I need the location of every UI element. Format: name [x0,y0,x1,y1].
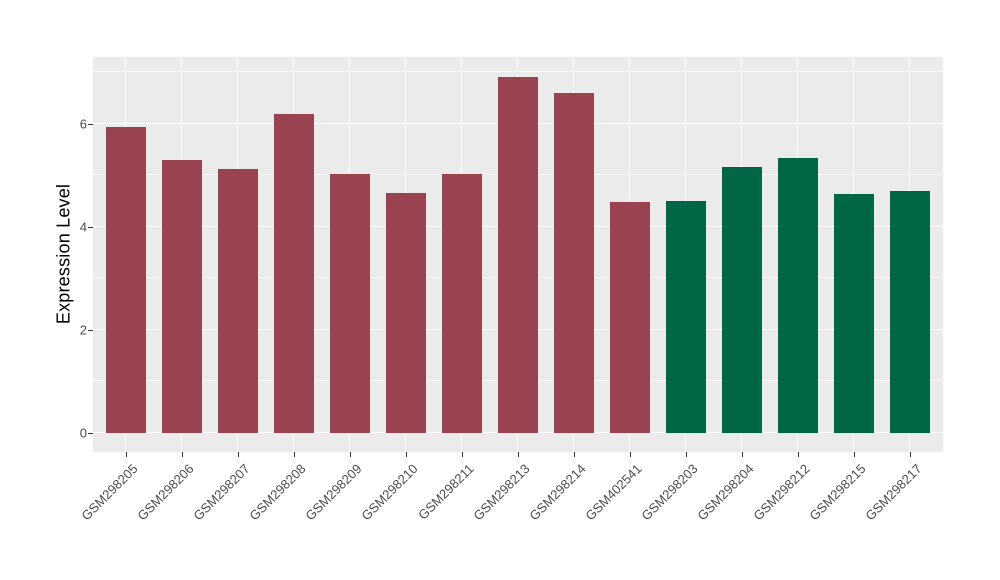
y-tick-label-0: 0 [79,425,87,441]
x-tick-label-GSM298217: GSM298217 [862,461,925,524]
x-tick-mark-GSM298211 [462,452,463,457]
x-tick-label-GSM298210: GSM298210 [358,461,421,524]
x-tick-label-GSM298211: GSM298211 [415,461,477,523]
y-tick-label-4: 4 [79,219,87,235]
bar-GSM298208 [274,114,314,433]
x-tick-label-GSM298214: GSM298214 [526,461,589,524]
x-tick-label-GSM298205: GSM298205 [78,461,141,524]
x-tick-label-GSM298215: GSM298215 [806,461,869,524]
bar-GSM402541 [610,201,650,433]
bar-GSM298206 [162,159,202,433]
x-tick-mark-GSM298203 [686,452,687,457]
bar-GSM298213 [498,77,538,433]
y-tick-label-6: 6 [79,116,87,132]
x-tick-mark-GSM298207 [238,452,239,457]
bar-GSM298204 [722,167,762,433]
x-tick-mark-GSM298206 [182,452,183,457]
x-tick-label-GSM298204: GSM298204 [694,461,757,524]
bar-GSM298214 [554,92,594,433]
x-tick-mark-GSM298204 [742,452,743,457]
bar-GSM298205 [106,127,146,433]
x-tick-mark-GSM298209 [350,452,351,457]
x-tick-mark-GSM298208 [294,452,295,457]
y-axis-title: Expression Level [53,183,74,325]
x-tick-mark-GSM298210 [406,452,407,457]
plot-panel [93,57,943,452]
bar-GSM298215 [834,194,874,433]
x-tick-mark-GSM298214 [574,452,575,457]
bar-GSM298211 [442,173,482,433]
y-tick-mark-0 [88,432,93,434]
bar-GSM298209 [330,173,370,433]
x-tick-mark-GSM298217 [910,452,911,457]
x-tick-label-GSM298213: GSM298213 [470,461,533,524]
x-tick-mark-GSM298205 [126,452,127,457]
y-tick-mark-6 [88,123,93,125]
bar-GSM298210 [386,192,426,433]
x-tick-label-GSM298203: GSM298203 [638,461,701,524]
bar-GSM298207 [218,169,258,433]
x-tick-label-GSM298206: GSM298206 [134,461,197,524]
y-tick-label-2: 2 [79,322,87,338]
bar-GSM298203 [666,200,706,433]
x-tick-label-GSM298207: GSM298207 [190,461,253,524]
x-tick-mark-GSM402541 [630,452,631,457]
y-tick-mark-4 [88,226,93,228]
bar-GSM298217 [890,191,930,433]
x-tick-label-GSM402541: GSM402541 [582,461,645,524]
x-tick-label-GSM298212: GSM298212 [750,461,813,524]
x-tick-label-GSM298209: GSM298209 [302,461,365,524]
x-tick-mark-GSM298215 [854,452,855,457]
x-tick-label-GSM298208: GSM298208 [246,461,309,524]
x-tick-mark-GSM298212 [798,452,799,457]
bar-GSM298212 [778,158,818,433]
y-tick-mark-2 [88,329,93,331]
x-tick-mark-GSM298213 [518,452,519,457]
